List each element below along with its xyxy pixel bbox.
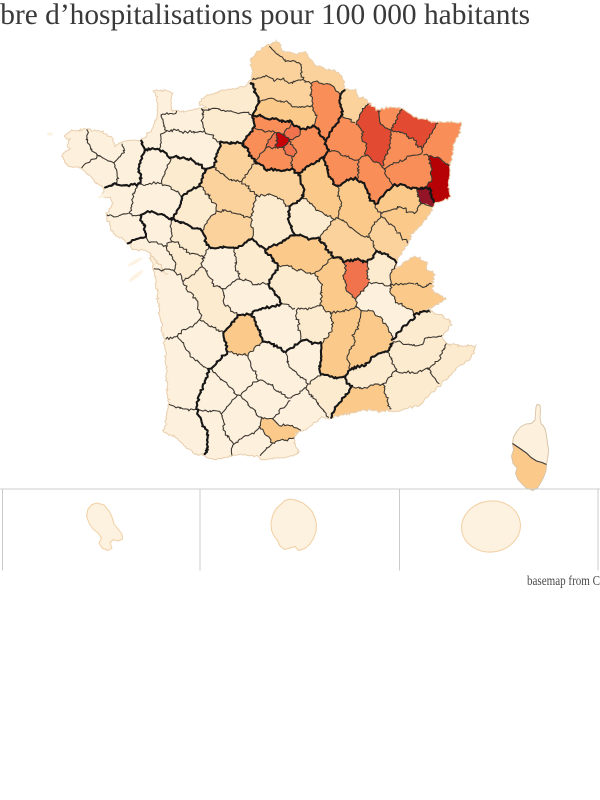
svg-text:basemap from C: basemap from C — [527, 574, 600, 589]
svg-text:Nombre d’hospitalisations pour: Nombre d’hospitalisations pour 100 000 h… — [0, 0, 530, 31]
